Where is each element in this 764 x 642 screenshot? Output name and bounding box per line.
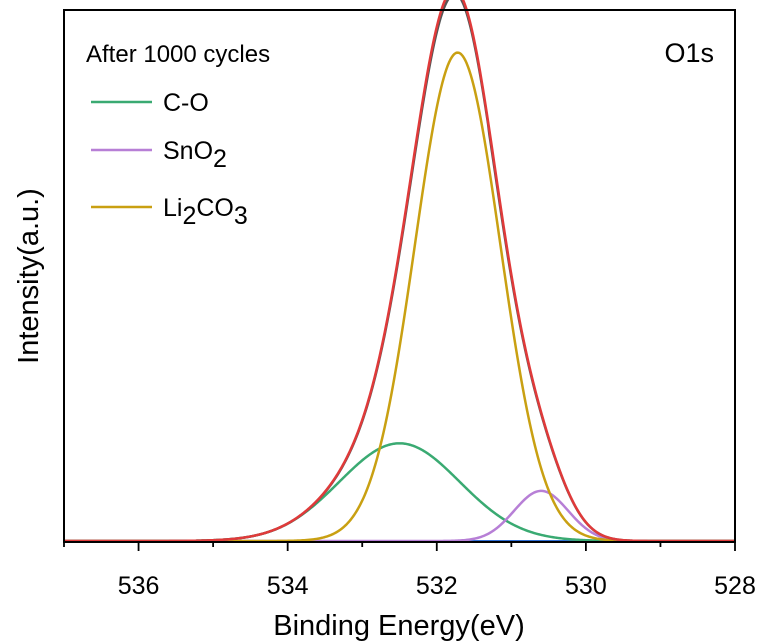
x-tick-label: 534 (267, 572, 309, 600)
legend: C-O SnO2 Li2CO3 (91, 89, 248, 230)
x-tick-label: 536 (118, 572, 160, 600)
x-axis-ticks: 536 534 532 530 528 (63, 542, 756, 600)
x-axis-label: Binding Energy(eV) (273, 610, 524, 642)
x-tick-label: 532 (416, 572, 458, 600)
curves-layer (64, 0, 735, 543)
raw-spectrum-line (64, 0, 735, 543)
series-c-o-line (64, 442, 735, 543)
panel-label: O1s (664, 38, 714, 68)
legend-label-c-o: C-O (163, 89, 209, 117)
legend-label-li2co3: Li2CO3 (163, 194, 248, 230)
y-axis-label: Intensity(a.u.) (13, 188, 45, 364)
annotation-label: After 1000 cycles (86, 41, 270, 68)
series-sno2-line (64, 489, 735, 543)
envelope-fit-line (64, 0, 735, 543)
plot-frame (63, 9, 736, 543)
series-li2co3-line (64, 51, 735, 543)
x-tick-label: 530 (565, 572, 607, 600)
x-tick-label: 528 (714, 572, 756, 600)
legend-label-sno2: SnO2 (163, 137, 227, 173)
